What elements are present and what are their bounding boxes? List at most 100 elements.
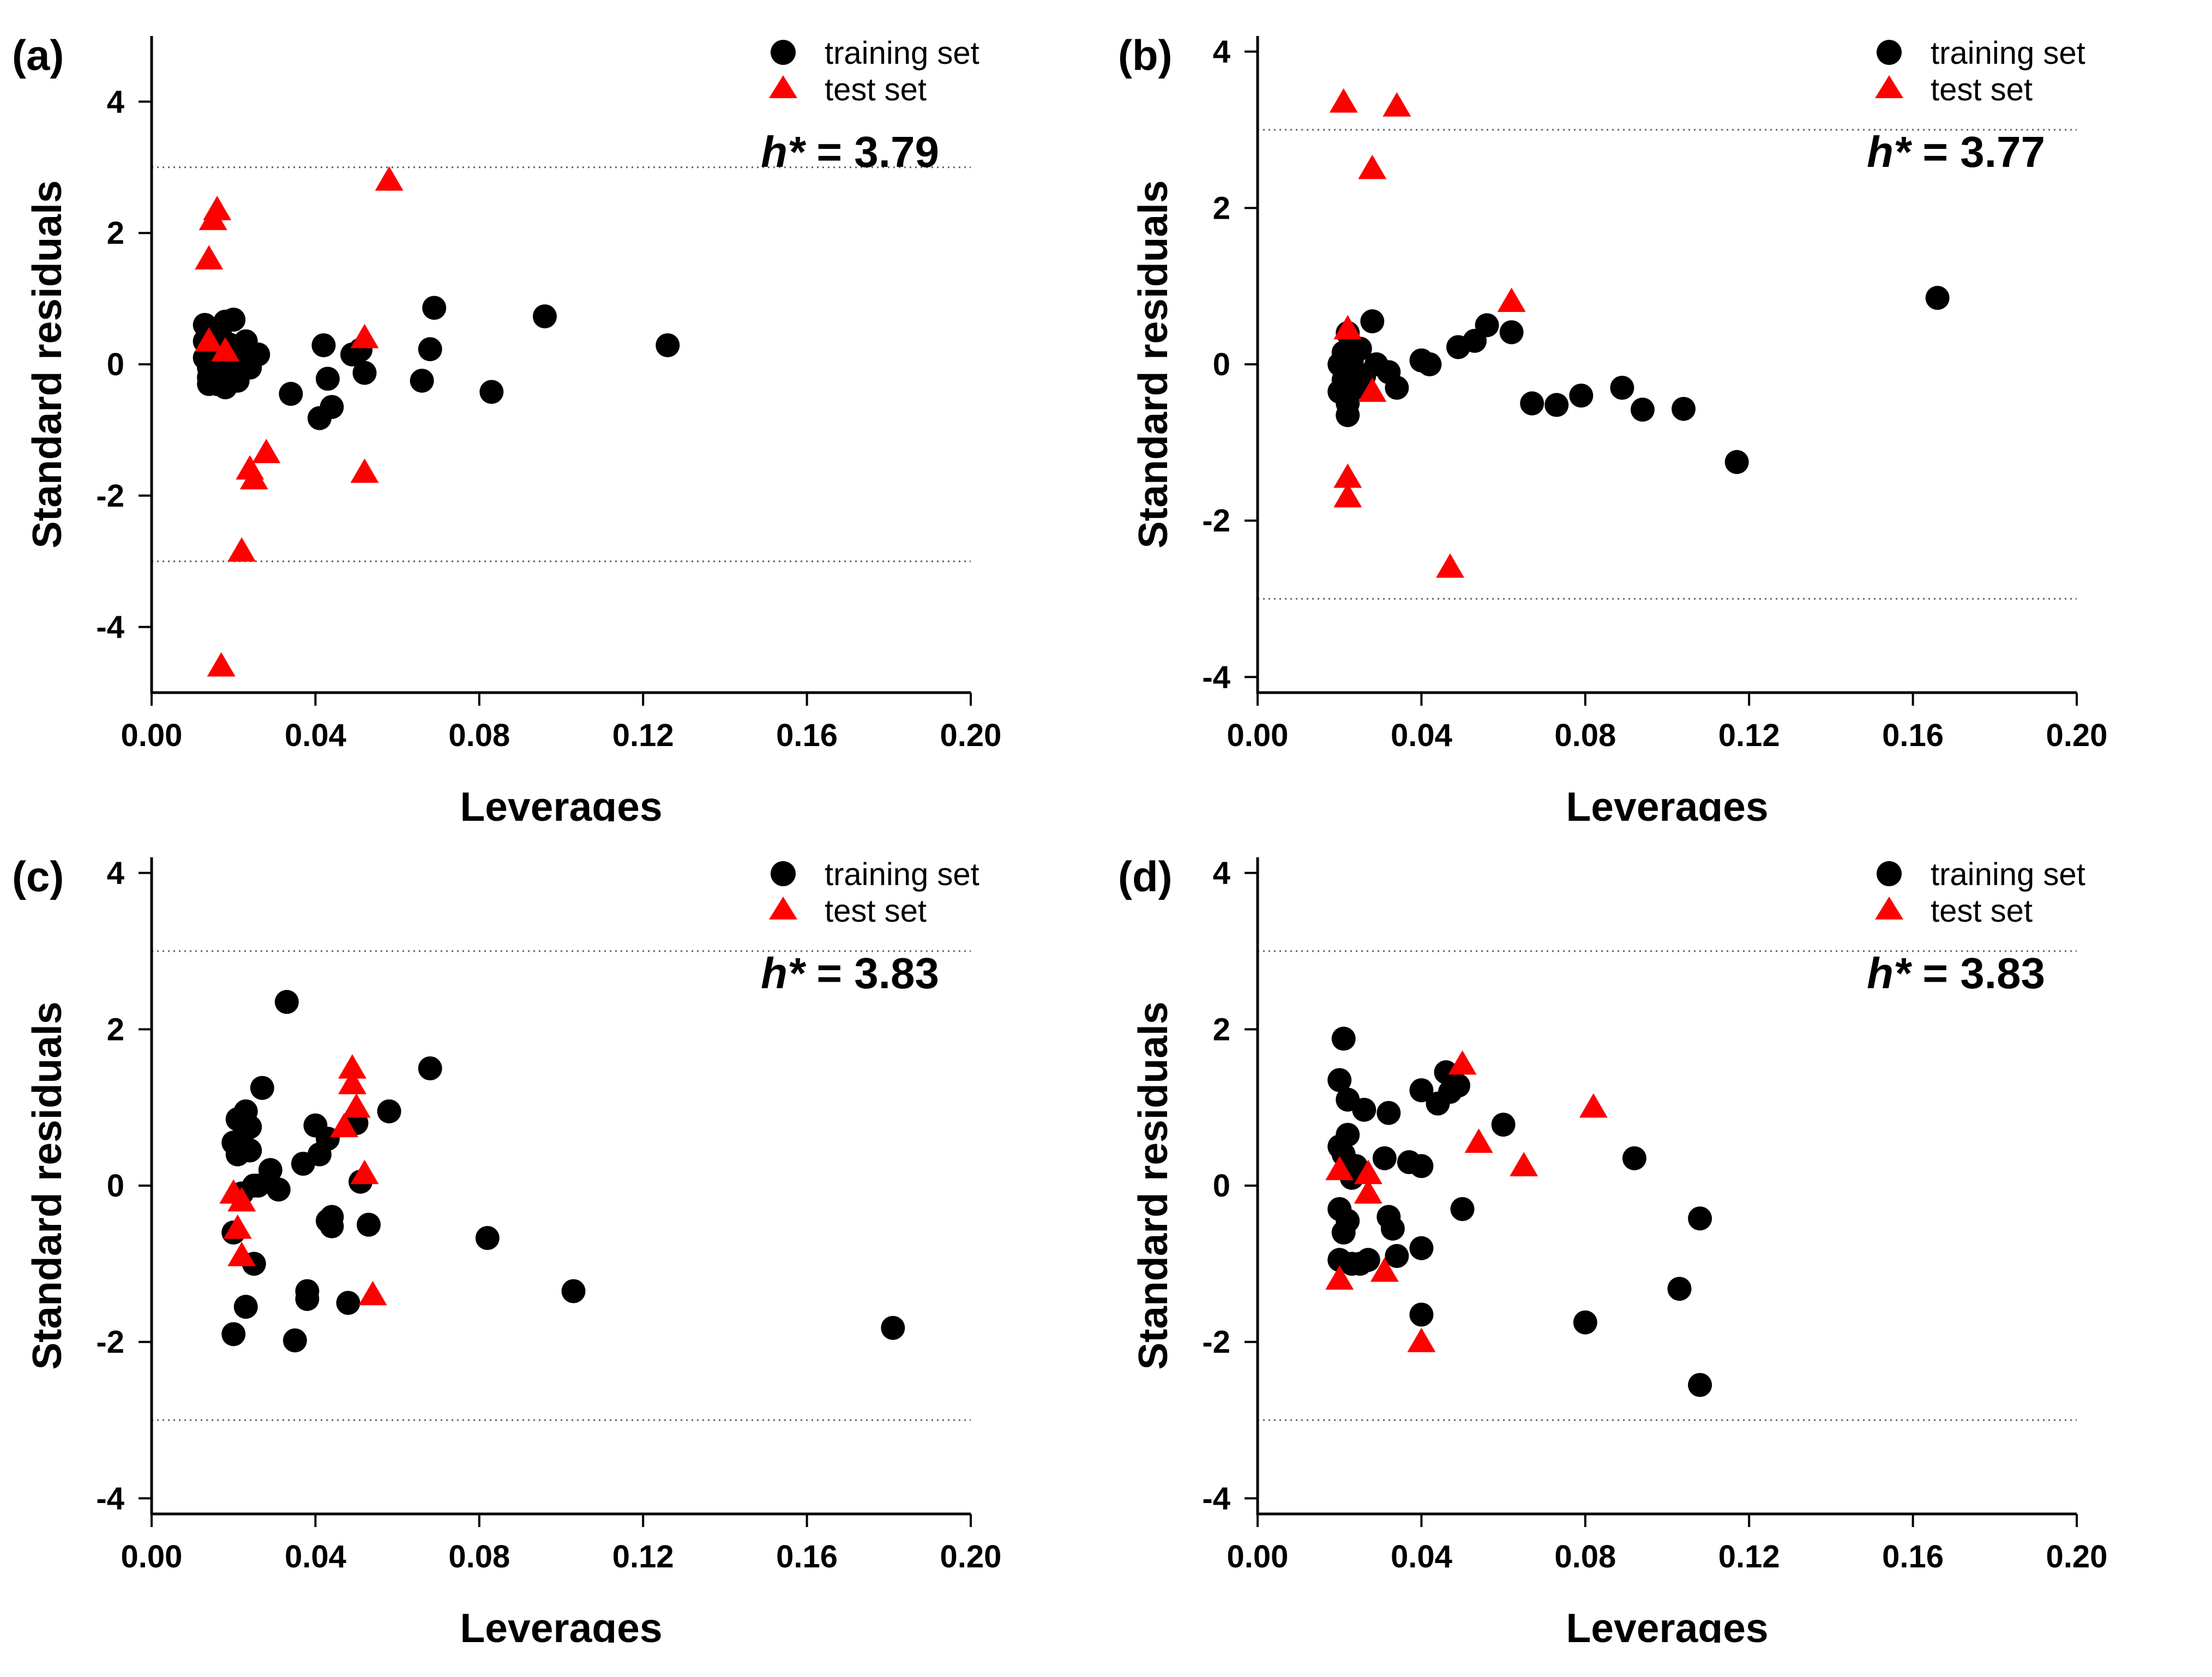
- test-point: [1333, 483, 1362, 508]
- training-point: [656, 333, 680, 358]
- training-point: [1630, 398, 1655, 422]
- x-tick-label: 0.04: [285, 718, 346, 753]
- test-point: [338, 1069, 366, 1095]
- h-star-annotation: h* = 3.79: [761, 128, 939, 176]
- points-layer: [193, 166, 680, 677]
- training-point: [1336, 403, 1360, 428]
- training-point: [295, 1287, 320, 1311]
- training-point: [320, 395, 344, 419]
- training-point: [258, 1158, 282, 1182]
- training-point: [1622, 1146, 1646, 1170]
- chart-d: 0.00 0.04 0.08 0.12 0.16 0.20 -4 -2 0 2 4 Leverages…: [1118, 852, 2108, 1643]
- x-axis-title: Leverages: [1566, 784, 1768, 821]
- training-point: [352, 360, 377, 385]
- x-tick-label: 0.20: [940, 1539, 1002, 1574]
- training-point: [1475, 313, 1499, 338]
- x-axis-title: Leverages: [460, 784, 662, 821]
- legend-training-marker: [771, 861, 796, 886]
- x-tick-label: 0.16: [1882, 1539, 1944, 1574]
- legend-training-marker: [1877, 861, 1902, 886]
- legend-test-label: test set: [1931, 72, 2033, 107]
- test-point: [375, 166, 404, 191]
- training-point: [1327, 1068, 1352, 1092]
- training-point: [1573, 1310, 1597, 1335]
- training-point: [315, 366, 340, 391]
- training-point: [561, 1279, 586, 1303]
- training-point: [1360, 309, 1385, 334]
- test-point: [1354, 1179, 1382, 1204]
- training-point: [279, 382, 303, 406]
- training-point: [410, 369, 434, 393]
- chart-c: 0.00 0.04 0.08 0.12 0.16 0.20 -4 -2 0 2 4 Leverages…: [12, 852, 1002, 1643]
- test-point: [1497, 287, 1526, 312]
- test-point: [211, 336, 240, 362]
- training-point: [1417, 352, 1442, 376]
- test-point: [203, 196, 232, 220]
- training-point: [1409, 1236, 1434, 1260]
- training-point: [238, 1115, 262, 1139]
- y-tick-label: 4: [1213, 34, 1230, 70]
- legend-test-label: test set: [825, 72, 927, 107]
- training-point: [1352, 1097, 1377, 1122]
- panel-b: 0.00 0.04 0.08 0.12 0.16 0.20 -4 -2 0 2 4 Leverages…: [1106, 0, 2212, 821]
- test-point: [350, 458, 379, 483]
- test-point: [1510, 1152, 1538, 1176]
- panel-c: 0.00 0.04 0.08 0.12 0.16 0.20 -4 -2 0 2 4 Leverages…: [0, 821, 1106, 1643]
- training-point: [311, 333, 336, 358]
- x-axis-title: Leverages: [1566, 1605, 1768, 1643]
- x-tick-label: 0.16: [776, 718, 838, 753]
- legend-training-label: training set: [825, 35, 979, 71]
- training-point: [1356, 1248, 1380, 1272]
- x-tick-label: 0.08: [448, 718, 510, 753]
- x-tick-label: 0.04: [1391, 1539, 1452, 1574]
- training-point: [221, 308, 246, 332]
- training-point: [1544, 393, 1569, 417]
- test-point: [227, 1187, 256, 1212]
- x-tick-label: 0.00: [1227, 718, 1289, 753]
- training-point: [1520, 391, 1544, 416]
- panel-label: (a): [12, 31, 64, 79]
- y-tick-label: -4: [96, 610, 124, 645]
- training-point: [233, 1295, 258, 1319]
- x-tick-label: 0.16: [776, 1539, 838, 1574]
- training-point: [1409, 1154, 1434, 1179]
- test-point: [338, 1054, 366, 1079]
- y-tick-label: 0: [1213, 1168, 1230, 1204]
- training-point: [1336, 1122, 1360, 1147]
- training-point: [1348, 336, 1372, 361]
- test-point: [1407, 1327, 1436, 1353]
- legend-test-marker: [769, 75, 797, 98]
- test-point: [239, 465, 268, 490]
- training-point: [1385, 376, 1409, 400]
- x-tick-label: 0.04: [285, 1539, 346, 1574]
- x-tick-label: 0.08: [448, 1539, 510, 1574]
- test-point: [1358, 377, 1387, 402]
- x-tick-label: 0.12: [1718, 718, 1780, 753]
- training-point: [1688, 1373, 1712, 1397]
- test-point: [252, 438, 281, 464]
- legend-training-marker: [771, 40, 796, 65]
- training-point: [1925, 286, 1950, 310]
- y-tick-label: 0: [1213, 347, 1230, 382]
- training-point: [881, 1315, 905, 1340]
- test-point: [1358, 154, 1387, 179]
- legend-test-marker: [1875, 75, 1903, 98]
- training-point: [1569, 383, 1594, 408]
- x-tick-label: 0.20: [940, 718, 1002, 753]
- training-point: [250, 1075, 274, 1100]
- training-point: [1450, 1197, 1475, 1221]
- test-point: [207, 652, 236, 677]
- x-tick-label: 0.20: [2046, 1539, 2108, 1574]
- y-tick-label: 0: [107, 347, 124, 382]
- test-point: [1333, 315, 1362, 340]
- legend-test-label: test set: [1931, 893, 2033, 929]
- test-point: [227, 1242, 256, 1266]
- x-tick-label: 0.16: [1882, 718, 1944, 753]
- y-tick-label: 2: [107, 215, 124, 251]
- legend-training-label: training set: [1931, 857, 2085, 892]
- y-tick-label: 0: [107, 1168, 124, 1204]
